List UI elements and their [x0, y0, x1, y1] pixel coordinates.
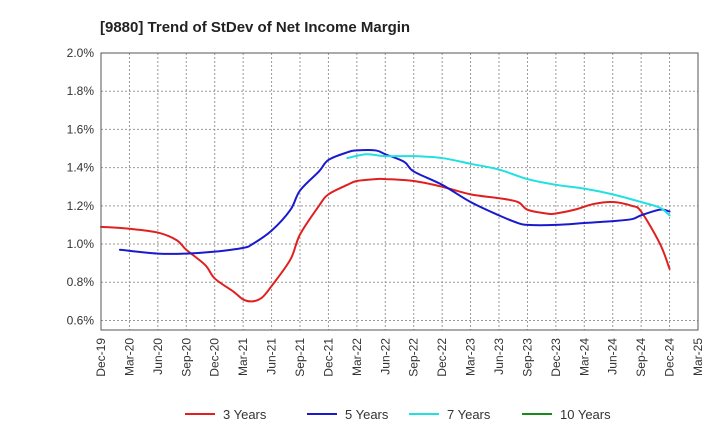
x-tick-label: Jun-22 [378, 338, 392, 375]
x-tick-label: Dec-24 [663, 338, 677, 377]
x-tick-label: Jun-24 [606, 338, 620, 375]
x-tick-label: Sep-22 [407, 338, 421, 377]
x-tick-label: Mar-21 [236, 338, 250, 376]
x-tick-label: Mar-22 [350, 338, 364, 376]
series-line-7-years [346, 153, 671, 217]
plot-area [101, 53, 698, 330]
x-tick-label: Mar-23 [464, 338, 478, 376]
x-tick-label: Mar-20 [122, 338, 136, 376]
y-tick-label: 0.8% [67, 275, 95, 289]
y-tick-label: 0.6% [67, 313, 95, 327]
x-tick-label: Dec-23 [549, 338, 563, 377]
legend-label: 7 Years [447, 407, 491, 422]
x-tick-label: Sep-21 [293, 338, 307, 377]
chart-title: [9880] Trend of StDev of Net Income Marg… [100, 19, 410, 36]
x-axis-ticks: Dec-19 Mar-20 Jun-20 Sep-20 Dec-20 Mar-21 Jun-… [94, 338, 705, 377]
legend-item-10-years: 10 Years [522, 407, 611, 422]
legend-label: 10 Years [560, 407, 611, 422]
x-tick-label: Mar-25 [691, 338, 705, 376]
legend-item-7-years: 7 Years [409, 407, 491, 422]
y-tick-label: 1.6% [67, 122, 95, 136]
series-layer [100, 149, 671, 303]
legend: 3 Years 5 Years 7 Years 10 Years [185, 407, 611, 422]
x-tick-label: Dec-19 [94, 338, 108, 377]
y-tick-label: 2.0% [67, 46, 95, 60]
y-tick-label: 1.8% [67, 84, 95, 98]
legend-item-5-years: 5 Years [307, 407, 389, 422]
legend-label: 3 Years [223, 407, 267, 422]
x-tick-label: Sep-23 [520, 338, 534, 377]
x-tick-label: Mar-24 [577, 338, 591, 376]
x-tick-label: Sep-24 [634, 338, 648, 377]
y-axis-ticks: 0.6% 0.8% 1.0% 1.2% 1.4% 1.6% 1.8% 2.0% [67, 46, 95, 327]
y-tick-label: 1.0% [67, 237, 95, 251]
plot-border [100, 52, 699, 331]
legend-label: 5 Years [345, 407, 389, 422]
series-line-5-years [118, 149, 671, 255]
x-tick-label: Dec-22 [435, 338, 449, 377]
grid [101, 53, 698, 330]
legend-item-3-years: 3 Years [185, 407, 267, 422]
x-tick-label: Jun-23 [492, 338, 506, 375]
x-tick-label: Jun-21 [265, 338, 279, 375]
series-line-3-years [100, 177, 671, 303]
x-tick-label: Jun-20 [151, 338, 165, 375]
y-tick-label: 1.2% [67, 199, 95, 213]
x-tick-label: Sep-20 [179, 338, 193, 377]
x-tick-label: Dec-20 [208, 338, 222, 377]
y-tick-label: 1.4% [67, 161, 95, 175]
x-tick-label: Dec-21 [321, 338, 335, 377]
